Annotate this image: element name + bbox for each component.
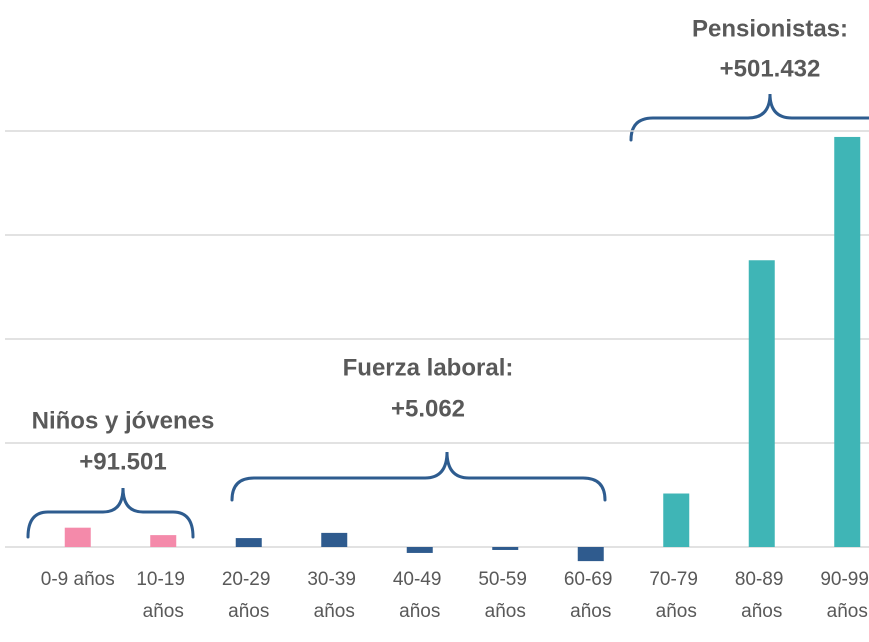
annotation-title: Fuerza laboral: [343, 354, 514, 381]
bar [492, 547, 519, 550]
annotation-title: Niños y jóvenes [32, 407, 215, 434]
x-tick-label: 0-9 años [41, 569, 115, 590]
bar [748, 260, 775, 547]
x-tick-label: 40-49 años [393, 569, 447, 622]
annotation-total: +91.501 [79, 448, 166, 475]
x-tick-label: 90-99 años [820, 569, 869, 622]
annotation-total: +5.062 [391, 395, 465, 422]
annotation-total: +501.432 [720, 55, 821, 82]
bar [64, 527, 91, 547]
bar [577, 547, 604, 562]
x-tick-label: 10-19 años [136, 569, 190, 622]
x-tick-label: 50-59 años [478, 569, 532, 622]
x-tick-label: 70-79 años [649, 569, 703, 622]
bar [663, 493, 690, 547]
brace [230, 451, 607, 502]
bar [235, 538, 262, 547]
bar [321, 532, 348, 547]
bar [150, 535, 177, 547]
brace [26, 487, 195, 539]
x-tick-label: 30-39 años [307, 569, 361, 622]
brace [629, 93, 869, 142]
annotation-title: Pensionistas: [692, 15, 848, 42]
bar [406, 547, 433, 553]
x-tick-label: 60-69 años [564, 569, 618, 622]
bar [834, 136, 861, 547]
x-tick-label: 20-29 años [222, 569, 276, 622]
x-tick-label: 80-89 años [735, 569, 789, 622]
